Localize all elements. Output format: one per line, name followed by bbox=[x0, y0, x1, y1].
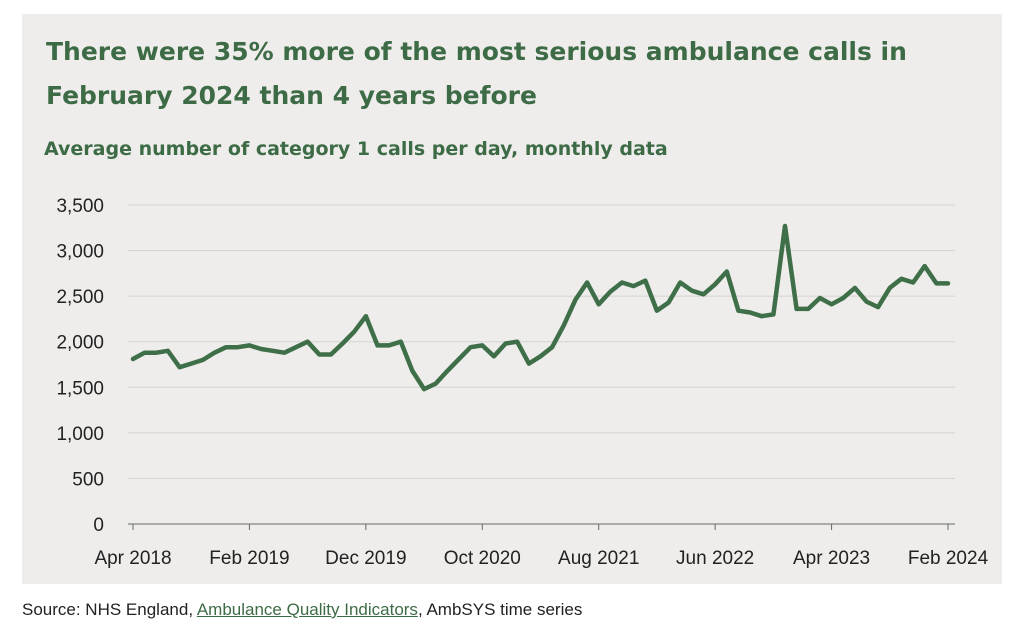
x-tick-label: Oct 2020 bbox=[444, 548, 521, 569]
y-tick-label: 3,000 bbox=[56, 242, 104, 263]
source-prefix: Source: NHS England, bbox=[22, 600, 197, 619]
x-tick-label: Feb 2019 bbox=[209, 548, 289, 569]
series-layer bbox=[130, 223, 951, 392]
y-tick-label: 2,500 bbox=[56, 287, 104, 308]
series-line bbox=[130, 223, 951, 392]
x-tick-label: Feb 2024 bbox=[908, 548, 989, 569]
y-tick-label: 0 bbox=[93, 515, 104, 536]
source-suffix: , AmbSYS time series bbox=[417, 600, 583, 619]
line-chart: 0 500 1,000 1,500 2,000 2,500 3,000 3,500 Apr 2… bbox=[56, 196, 989, 569]
x-axis: Apr 2018 Feb 2019 Dec 2019 Oct 2020 Aug 2021… bbox=[94, 523, 989, 569]
y-tick-label: 500 bbox=[72, 469, 104, 490]
source-link[interactable]: Ambulance Quality Indicators bbox=[196, 600, 418, 619]
x-tick-label: Apr 2023 bbox=[793, 548, 870, 569]
x-tick-label: Dec 2019 bbox=[325, 548, 406, 569]
x-tick-label: Aug 2021 bbox=[558, 548, 639, 569]
source-note: Source: NHS England, Ambulance Quality I… bbox=[22, 600, 582, 620]
x-tick-label: Apr 2018 bbox=[94, 548, 171, 569]
x-tick-label: Jun 2022 bbox=[676, 548, 754, 569]
chart-title: There were 35% more of the most serious … bbox=[46, 37, 907, 110]
chart-subtitle: Average number of category 1 calls per d… bbox=[44, 138, 668, 160]
gridlines bbox=[128, 204, 955, 479]
y-tick-label: 1,000 bbox=[56, 424, 104, 445]
y-tick-label: 1,500 bbox=[56, 378, 104, 399]
y-tick-label: 2,000 bbox=[56, 333, 104, 354]
y-tick-label: 3,500 bbox=[56, 196, 104, 217]
y-axis-ticks: 0 500 1,000 1,500 2,000 2,500 3,000 3,500 bbox=[56, 196, 104, 536]
